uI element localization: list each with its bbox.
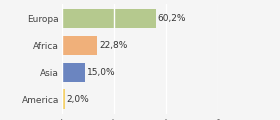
Text: 2,0%: 2,0% — [66, 95, 89, 104]
Text: 60,2%: 60,2% — [158, 14, 186, 23]
Bar — [62, 90, 65, 109]
Text: 15,0%: 15,0% — [87, 68, 115, 77]
Bar — [62, 9, 156, 28]
Bar — [62, 63, 85, 82]
Bar — [62, 36, 97, 55]
Text: 22,8%: 22,8% — [99, 41, 127, 50]
